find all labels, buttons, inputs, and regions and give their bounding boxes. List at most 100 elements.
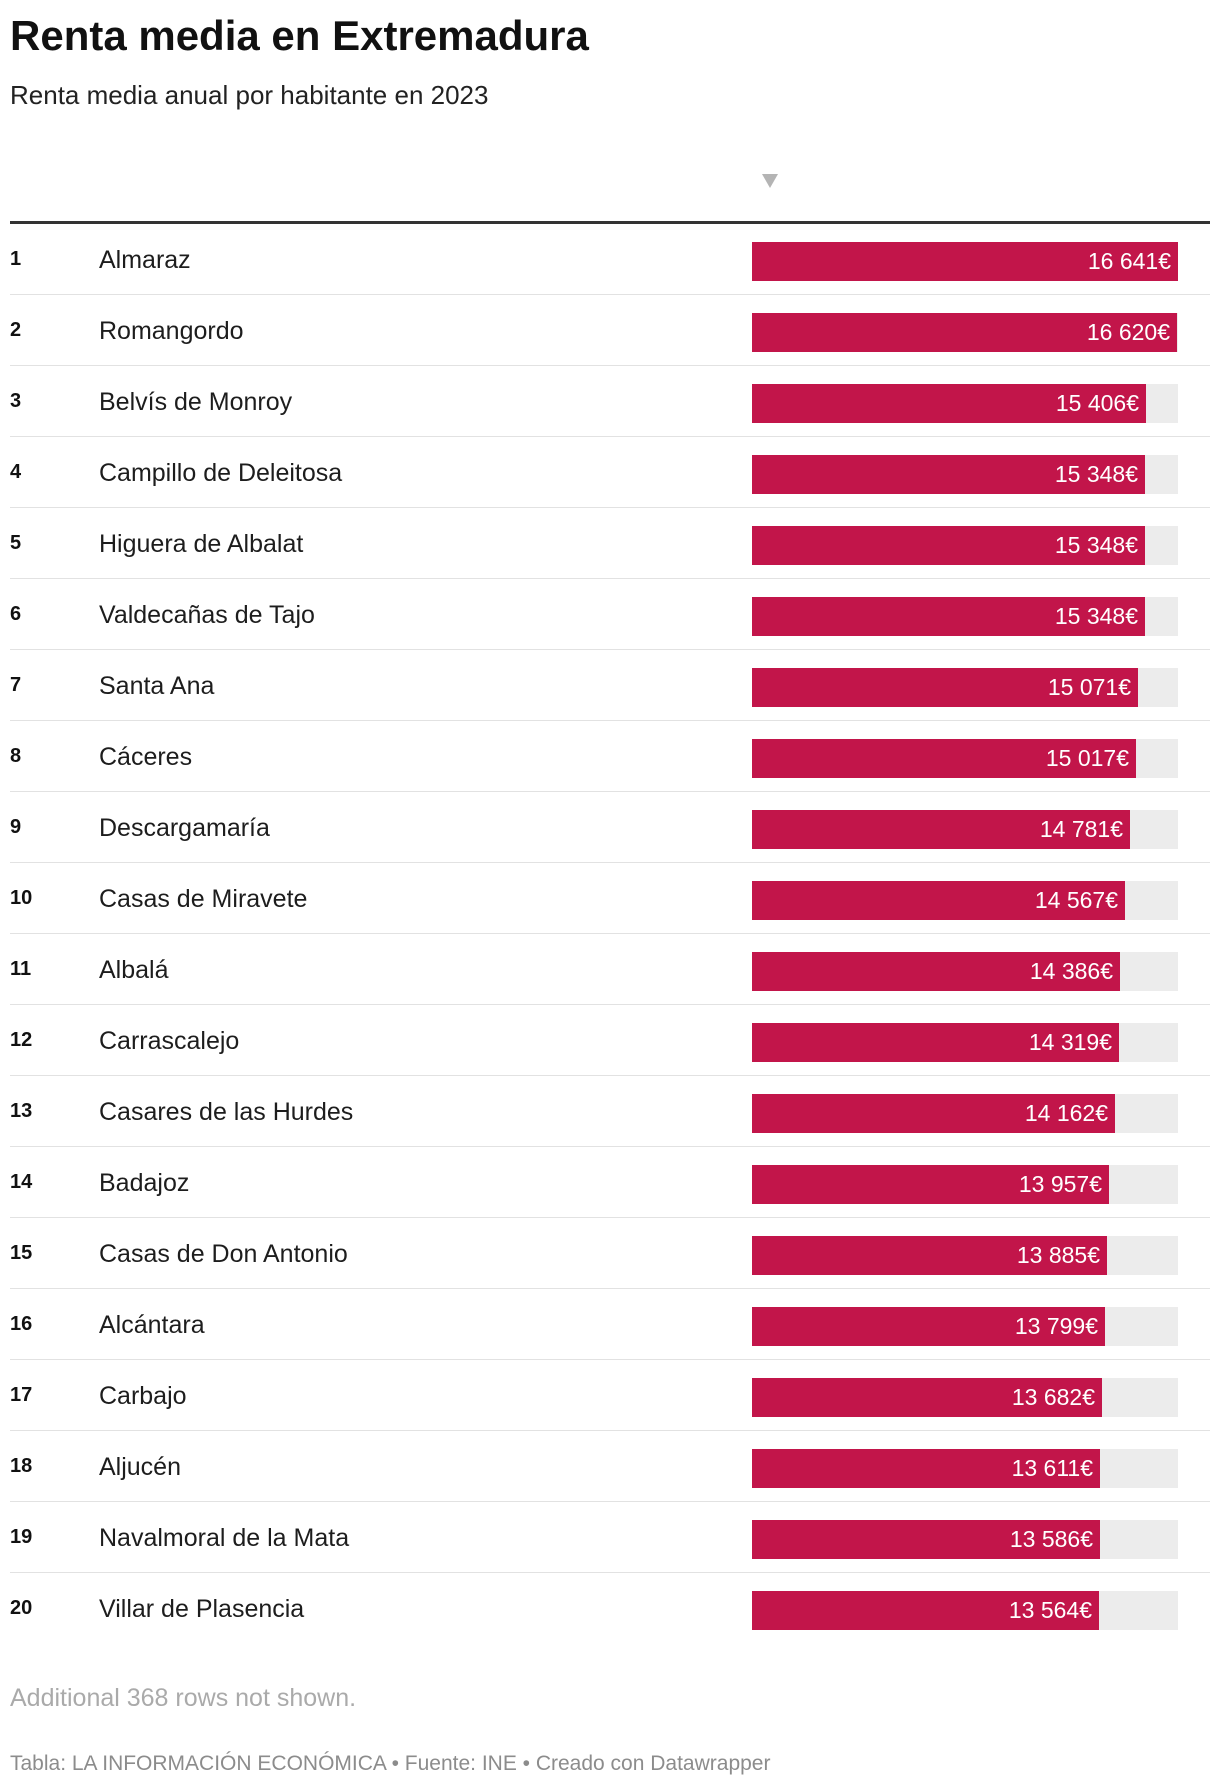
row-municipality: Casas de Don Antonio [99, 1240, 348, 1268]
bar-track: 16 641€ [752, 242, 1178, 281]
table-row: 11 Albalá 14 386€ [10, 934, 1210, 1005]
table-row: 7 Santa Ana 15 071€ [10, 650, 1210, 721]
income-bar: 13 682€ [752, 1378, 1102, 1417]
chart-subtitle: Renta media anual por habitante en 2023 [10, 80, 489, 110]
bar-track: 14 319€ [752, 1023, 1178, 1062]
income-value-label: 13 586€ [1009, 1526, 1093, 1552]
row-rank: 10 [10, 887, 33, 909]
row-municipality: Carbajo [99, 1382, 187, 1410]
bar-track: 15 071€ [752, 668, 1178, 707]
table-row: 17 Carbajo 13 682€ [10, 1360, 1210, 1431]
income-bar: 13 799€ [752, 1307, 1105, 1346]
table-body: 1 Almaraz 16 641€ 2 Romangordo 16 620€ 3 Belvís… [10, 224, 1210, 1644]
table-row: 9 Descargamaría 14 781€ [10, 792, 1210, 863]
row-rank: 2 [10, 319, 22, 341]
bar-track: 13 885€ [752, 1236, 1178, 1275]
row-municipality: Belvís de Monroy [99, 388, 293, 416]
row-municipality: Casas de Miravete [99, 885, 308, 913]
table-row: 20 Villar de Plasencia 13 564€ [10, 1573, 1210, 1644]
income-bar: 14 319€ [752, 1023, 1119, 1062]
income-value-label: 15 406€ [1055, 390, 1139, 416]
table-row: 16 Alcántara 13 799€ [10, 1289, 1210, 1360]
row-municipality: Valdecañas de Tajo [99, 601, 315, 629]
table-row: 8 Cáceres 15 017€ [10, 721, 1210, 792]
income-value-label: 14 162€ [1024, 1100, 1108, 1126]
row-rank: 3 [10, 390, 22, 412]
row-rank: 5 [10, 532, 22, 554]
row-municipality: Alcántara [99, 1311, 205, 1339]
source-footer: Tabla: LA INFORMACIÓN ECONÓMICA • Fuente… [10, 1752, 771, 1775]
row-municipality: Carrascalejo [99, 1027, 240, 1055]
income-bar: 16 620€ [752, 313, 1177, 352]
table-row: 10 Casas de Miravete 14 567€ [10, 863, 1210, 934]
row-municipality: Santa Ana [99, 672, 215, 700]
bar-track: 15 348€ [752, 597, 1178, 636]
row-rank: 17 [10, 1384, 33, 1406]
bar-track: 13 564€ [752, 1591, 1178, 1630]
income-bar: 14 567€ [752, 881, 1125, 920]
bar-track: 14 781€ [752, 810, 1178, 849]
income-bar: 15 348€ [752, 526, 1145, 565]
row-rank: 18 [10, 1455, 33, 1477]
income-value-label: 16 620€ [1086, 319, 1170, 345]
income-bar: 13 957€ [752, 1165, 1109, 1204]
table-row: 18 Aljucén 13 611€ [10, 1431, 1210, 1502]
row-rank: 20 [10, 1597, 33, 1619]
table-row: 15 Casas de Don Antonio 13 885€ [10, 1218, 1210, 1289]
bar-track: 14 162€ [752, 1094, 1178, 1133]
row-municipality: Albalá [99, 956, 169, 984]
table-row: 6 Valdecañas de Tajo 15 348€ [10, 579, 1210, 650]
income-bar: 13 885€ [752, 1236, 1107, 1275]
row-municipality: Villar de Plasencia [99, 1595, 305, 1623]
row-rank: 14 [10, 1171, 33, 1193]
table-row: 5 Higuera de Albalat 15 348€ [10, 508, 1210, 579]
row-rank: 16 [10, 1313, 33, 1335]
table-row: 2 Romangordo 16 620€ [10, 295, 1210, 366]
income-value-label: 13 799€ [1014, 1313, 1098, 1339]
income-bar: 15 348€ [752, 455, 1145, 494]
income-value-label: 13 682€ [1011, 1384, 1095, 1410]
bar-track: 14 567€ [752, 881, 1178, 920]
bar-track: 13 586€ [752, 1520, 1178, 1559]
income-value-label: 16 641€ [1087, 248, 1171, 274]
bar-track: 13 682€ [752, 1378, 1178, 1417]
table-row: 4 Campillo de Deleitosa 15 348€ [10, 437, 1210, 508]
row-rank: 7 [10, 674, 22, 696]
row-rank: 12 [10, 1029, 33, 1051]
row-municipality: Badajoz [99, 1169, 190, 1197]
income-value-label: 14 319€ [1028, 1029, 1112, 1055]
income-value-label: 15 071€ [1047, 674, 1131, 700]
bar-track: 15 348€ [752, 526, 1178, 565]
income-bar: 14 386€ [752, 952, 1120, 991]
income-value-label: 15 017€ [1045, 745, 1129, 771]
income-bar: 13 611€ [752, 1449, 1100, 1488]
row-rank: 1 [10, 248, 22, 270]
income-bar: 15 406€ [752, 384, 1146, 423]
income-value-label: 15 348€ [1054, 461, 1138, 487]
row-municipality: Descargamaría [99, 814, 270, 842]
row-municipality: Higuera de Albalat [99, 530, 304, 558]
table-row: 14 Badajoz 13 957€ [10, 1147, 1210, 1218]
table-row: 1 Almaraz 16 641€ [10, 224, 1210, 295]
hidden-rows-note: Additional 368 rows not shown. [10, 1684, 357, 1712]
income-value-label: 13 611€ [1011, 1455, 1093, 1481]
row-rank: 15 [10, 1242, 33, 1264]
income-bar: 13 564€ [752, 1591, 1099, 1630]
income-bar: 15 017€ [752, 739, 1136, 778]
bar-track: 13 799€ [752, 1307, 1178, 1346]
row-rank: 8 [10, 745, 22, 767]
row-rank: 6 [10, 603, 22, 625]
bar-track: 14 386€ [752, 952, 1178, 991]
bar-track: 16 620€ [752, 313, 1178, 352]
sort-descending-icon[interactable] [762, 174, 778, 188]
table-row: 12 Carrascalejo 14 319€ [10, 1005, 1210, 1076]
row-municipality: Almaraz [99, 246, 191, 274]
row-municipality: Navalmoral de la Mata [99, 1524, 350, 1552]
income-value-label: 13 885€ [1016, 1242, 1100, 1268]
table-row: 19 Navalmoral de la Mata 13 586€ [10, 1502, 1210, 1573]
income-bar: 14 162€ [752, 1094, 1115, 1133]
bar-track: 15 017€ [752, 739, 1178, 778]
income-value-label: 15 348€ [1054, 603, 1138, 629]
income-bar: 16 641€ [752, 242, 1178, 281]
row-municipality: Cáceres [99, 743, 193, 771]
